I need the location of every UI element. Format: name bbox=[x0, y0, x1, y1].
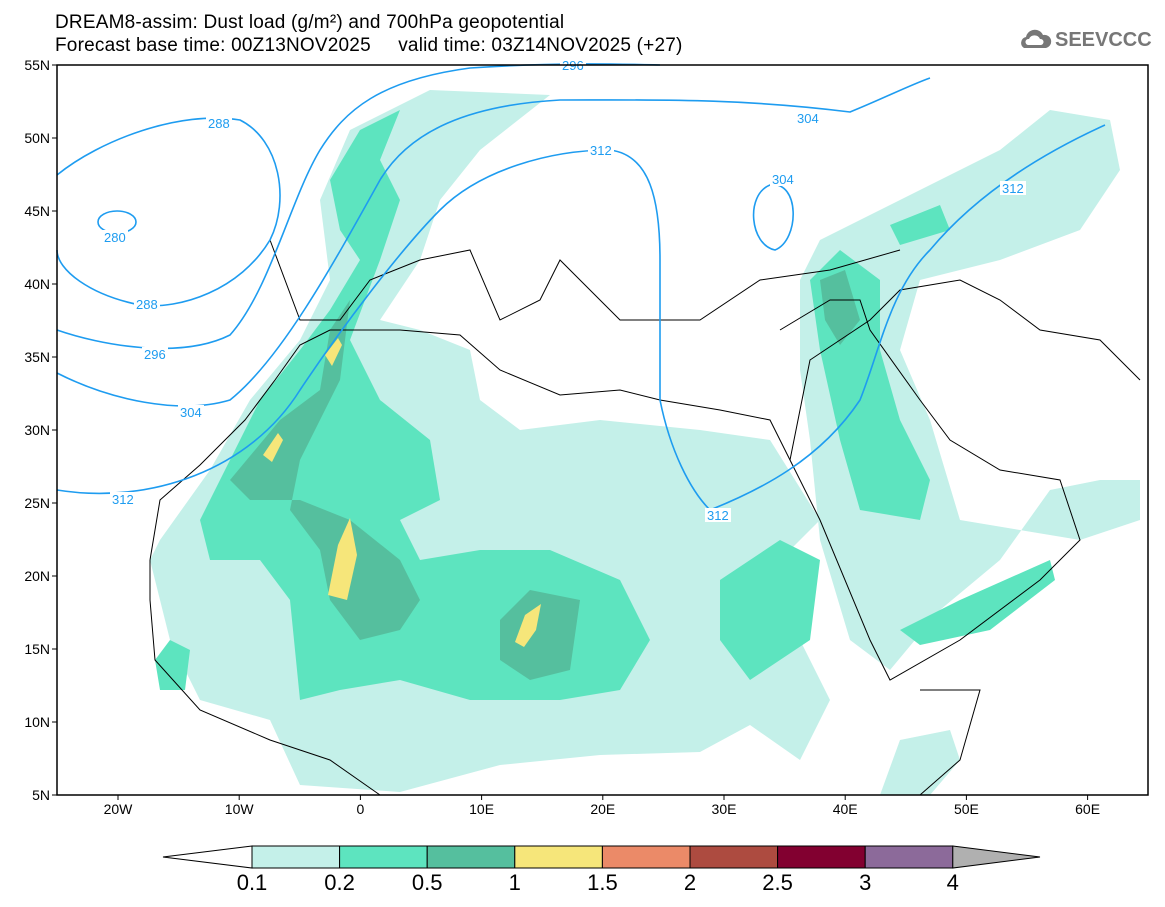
colorbar-swatch bbox=[689, 845, 779, 869]
colorbar bbox=[162, 845, 1041, 869]
lon-label: 40E bbox=[833, 801, 858, 817]
colorbar-label: 0.1 bbox=[236, 870, 268, 895]
colorbar-swatch bbox=[251, 845, 341, 869]
dust-layer-0.5 bbox=[230, 270, 860, 680]
colorbar-under-arrow bbox=[162, 845, 253, 869]
lat-label: 40N bbox=[24, 276, 50, 292]
lat-label: 10N bbox=[24, 714, 50, 730]
colorbar-swatch bbox=[426, 845, 516, 869]
colorbar-swatch bbox=[864, 845, 954, 869]
contour-label: 304 bbox=[797, 111, 819, 126]
contour-label: 312 bbox=[590, 143, 612, 158]
colorbar-label: 1.5 bbox=[587, 870, 618, 895]
contour-label: 312 bbox=[1002, 181, 1024, 196]
colorbar-swatch bbox=[777, 845, 866, 869]
logo-text: SEEVCCC bbox=[1055, 28, 1152, 51]
colorbar-swatch bbox=[339, 845, 428, 869]
colorbar-swatch bbox=[514, 845, 603, 869]
forecast-time: Forecast base time: 00Z13NOV2025 valid t… bbox=[55, 35, 683, 56]
cloud-icon bbox=[1021, 29, 1052, 48]
contour-label: 280 bbox=[104, 230, 126, 245]
contour-label: 312 bbox=[707, 508, 729, 523]
lon-label: 10E bbox=[469, 801, 494, 817]
colorbar-label: 1 bbox=[508, 870, 521, 895]
colorbar-label: 3 bbox=[859, 870, 872, 895]
lon-label: 30E bbox=[712, 801, 737, 817]
contour-label: 296 bbox=[144, 347, 166, 362]
contour-label: 288 bbox=[208, 116, 230, 131]
colorbar-label: 0.2 bbox=[324, 870, 355, 895]
lon-label: 10W bbox=[225, 801, 255, 817]
contour-label: 288 bbox=[136, 297, 158, 312]
lon-label: 50E bbox=[954, 801, 979, 817]
contour-label: 304 bbox=[772, 172, 794, 187]
lat-label: 20N bbox=[24, 568, 50, 584]
lat-label: 15N bbox=[24, 641, 50, 657]
contour-label: 304 bbox=[180, 405, 202, 420]
lon-label: 0 bbox=[357, 801, 365, 817]
coastlines bbox=[149, 239, 1141, 796]
colorbar-label: 2.5 bbox=[762, 870, 793, 895]
lat-label: 25N bbox=[24, 495, 50, 511]
lon-label: 20W bbox=[104, 801, 134, 817]
colorbar-swatch bbox=[601, 845, 691, 869]
colorbar-over-arrow bbox=[952, 845, 1041, 869]
contour-label: 312 bbox=[112, 492, 134, 507]
seevccc-logo: SEEVCCC bbox=[1018, 28, 1152, 52]
lat-label: 30N bbox=[24, 422, 50, 438]
lat-label: 50N bbox=[24, 130, 50, 146]
lat-label: 35N bbox=[24, 349, 50, 365]
lat-label: 5N bbox=[32, 787, 50, 803]
lon-label: 60E bbox=[1075, 801, 1100, 817]
dust-layer-1 bbox=[263, 338, 541, 647]
map-title: DREAM8-assim: Dust load (g/m²) and 700hP… bbox=[55, 12, 565, 33]
colorbar-label: 2 bbox=[683, 870, 697, 895]
colorbar-label: 4 bbox=[946, 870, 959, 895]
axes: 55N 50N 45N 40N 35N 30N 25N 20N 15N 10N 5N 20W 10W 0 1… bbox=[24, 57, 1100, 817]
lat-label: 45N bbox=[24, 203, 50, 219]
colorbar-label: 0.5 bbox=[411, 870, 443, 895]
lat-label: 55N bbox=[24, 57, 50, 73]
lon-label: 20E bbox=[590, 801, 615, 817]
